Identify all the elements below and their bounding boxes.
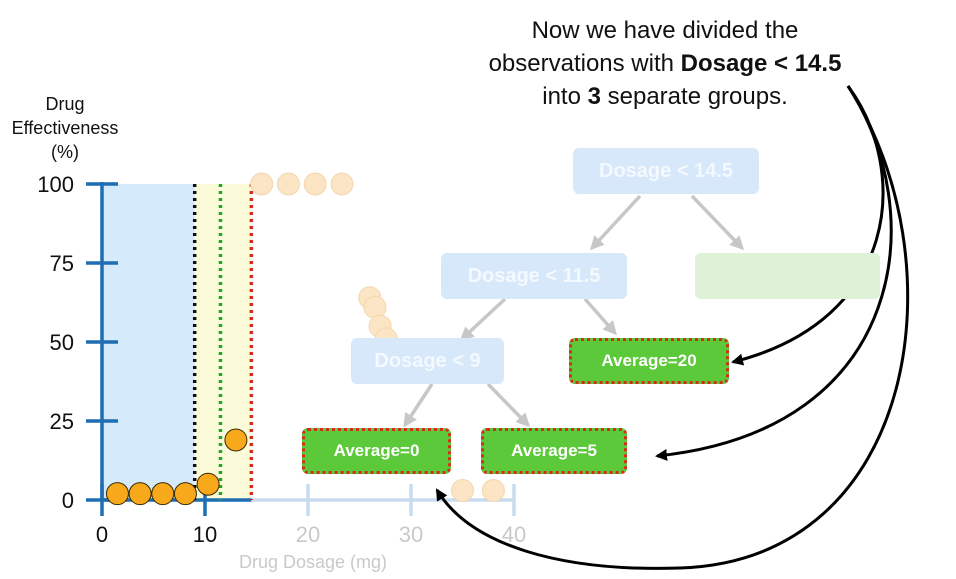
faded-point-5 — [363, 295, 387, 319]
y-axis-label-line-2: Effectiveness — [11, 118, 119, 138]
data-point-4 — [196, 472, 220, 496]
arrow-to-leaf5 — [655, 85, 893, 461]
y-axis-label: Drug Effectiveness (%) — [10, 92, 120, 164]
leaf-average-0: Average=0 — [302, 428, 451, 474]
caption-arrows — [435, 85, 910, 570]
data-point-3 — [173, 482, 197, 506]
region-1 — [194, 184, 252, 500]
y-axis-label-line-3: (%) — [51, 142, 79, 162]
leaf-average-5: Average=5 — [481, 428, 627, 474]
edge-left-leaf20 — [583, 297, 617, 336]
faded-point-0 — [250, 172, 274, 196]
tree-connectors — [403, 194, 745, 428]
caption-line-1: Now we have divided the — [531, 17, 799, 44]
data-point-0 — [105, 482, 129, 506]
edge-root-left — [589, 194, 642, 251]
leaf-average-20: Average=20 — [569, 338, 729, 384]
caption-line-2-text: observations with — [488, 50, 681, 77]
caption-line-2-bold: Dosage < 14.5 — [680, 50, 842, 77]
caption-text: Now we have divided the observations wit… — [440, 14, 890, 113]
y-tick-label-75: 75 — [50, 251, 74, 276]
caption-line-3-bold: 3 — [587, 83, 601, 110]
data-point-5 — [224, 428, 248, 452]
x-tick-label-30: 30 — [399, 522, 423, 547]
highlighted-points — [105, 428, 248, 506]
y-tick-label-100: 100 — [37, 172, 74, 197]
x-tick-label-0: 0 — [96, 522, 108, 547]
caption-line-3: into 3 separate groups. — [440, 80, 890, 113]
data-point-1 — [128, 482, 152, 506]
caption-line-3-post: separate groups. — [600, 83, 788, 110]
x-axis-label: Drug Dosage (mg) — [239, 552, 387, 572]
faded-point-8 — [451, 479, 474, 503]
arrow-to-leaf20 — [731, 85, 885, 366]
y-tick-label-25: 25 — [50, 409, 74, 434]
data-point-2 — [151, 482, 175, 506]
edge-leftleft-leaf0 — [403, 383, 434, 428]
tree-node-dosage-9: Dosage < 9 — [351, 338, 504, 384]
y-axis: 0 25 50 75 100 — [37, 172, 118, 513]
edge-leftleft-leaf5 — [486, 382, 531, 428]
caption-line-3-pre: into — [542, 83, 588, 110]
edge-root-right — [690, 194, 745, 251]
faded-point-2 — [303, 172, 327, 196]
y-axis-label-line-1: Drug — [45, 94, 85, 114]
split-regions — [102, 184, 252, 500]
x-tick-label-10: 10 — [193, 522, 217, 547]
edge-left-leftleft — [459, 297, 507, 342]
caption-line-2: observations with Dosage < 14.5 — [440, 47, 890, 80]
tree-node-dosage-11-5: Dosage < 11.5 — [441, 253, 627, 299]
faded-point-1 — [276, 172, 300, 196]
tree-node-right-faded — [695, 253, 880, 299]
faded-point-9 — [481, 479, 505, 503]
faded-point-3 — [330, 172, 354, 196]
y-tick-label-0: 0 — [62, 488, 74, 513]
y-tick-label-50: 50 — [50, 330, 74, 355]
tree-root-node: Dosage < 14.5 — [573, 148, 759, 194]
x-tick-label-20: 20 — [296, 522, 320, 547]
arrow-to-leaf0 — [435, 85, 910, 570]
